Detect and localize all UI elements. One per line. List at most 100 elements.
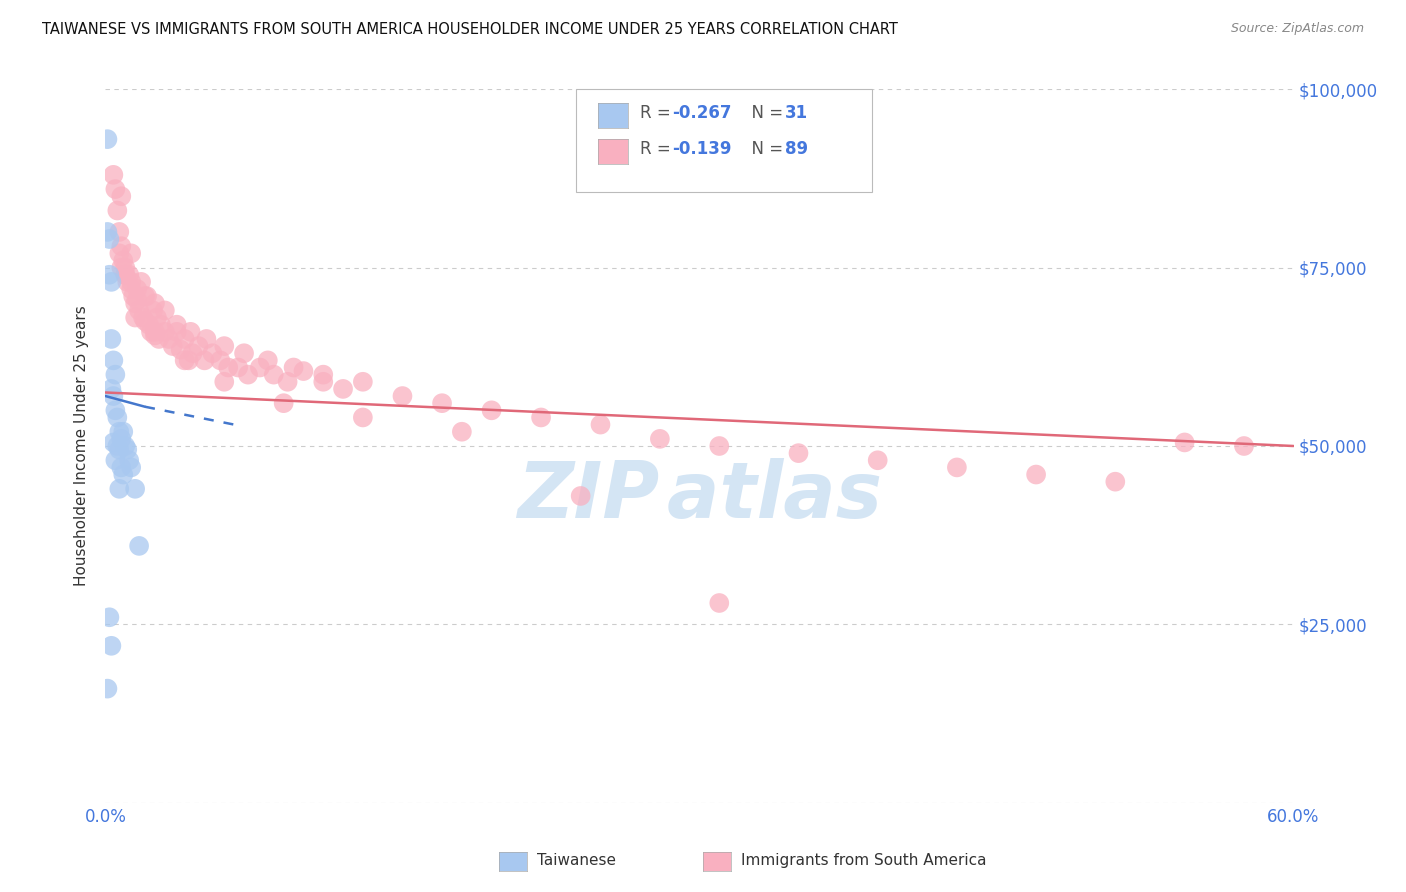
Point (142, 303, 165, 318)
Point (103, 389, 125, 403)
Point (648, 432, 671, 446)
Point (108, 425, 131, 439)
Point (157, 332, 180, 346)
Point (115, 275, 138, 289)
Point (332, 382, 354, 396)
Point (946, 460, 969, 475)
Point (166, 325, 188, 339)
Point (187, 339, 209, 353)
Point (195, 332, 218, 346)
Point (110, 460, 132, 475)
Text: Source: ZipAtlas.com: Source: ZipAtlas.com (1230, 22, 1364, 36)
Text: 89: 89 (785, 140, 807, 158)
Point (277, 375, 299, 389)
Point (787, 446, 810, 460)
Point (312, 375, 335, 389)
Point (312, 368, 335, 382)
Point (866, 453, 889, 467)
Point (148, 332, 170, 346)
Point (108, 482, 131, 496)
Point (100, 332, 122, 346)
Point (108, 442, 131, 457)
Point (134, 314, 156, 328)
Text: N =: N = (741, 104, 789, 122)
Point (450, 425, 472, 439)
Point (256, 353, 278, 368)
Point (120, 282, 142, 296)
Point (124, 482, 146, 496)
Point (124, 310, 146, 325)
Point (273, 396, 295, 410)
Point (110, 239, 132, 253)
Point (103, 353, 125, 368)
Point (104, 403, 127, 417)
Point (118, 268, 141, 282)
Point (263, 368, 285, 382)
Point (143, 296, 166, 310)
Point (162, 339, 184, 353)
Point (108, 225, 131, 239)
Point (104, 453, 127, 467)
Point (120, 460, 142, 475)
Point (173, 353, 195, 368)
Point (110, 260, 132, 275)
Point (120, 275, 142, 289)
Y-axis label: Householder Income Under 25 years: Householder Income Under 25 years (75, 306, 90, 586)
Point (143, 328, 166, 343)
Point (149, 318, 172, 332)
Point (110, 189, 132, 203)
Point (391, 389, 413, 403)
Point (114, 268, 136, 282)
Point (108, 246, 131, 260)
Point (283, 360, 305, 375)
Text: -0.267: -0.267 (672, 104, 731, 122)
Point (209, 353, 232, 368)
Point (589, 417, 612, 432)
Point (153, 303, 176, 318)
Point (115, 442, 138, 457)
Point (104, 368, 127, 382)
Point (569, 489, 592, 503)
Point (1174, 435, 1197, 450)
Point (709, 596, 731, 610)
Point (114, 268, 136, 282)
Point (352, 410, 374, 425)
Point (136, 289, 159, 303)
Point (105, 410, 128, 425)
Point (217, 360, 239, 375)
Point (105, 439, 128, 453)
Point (166, 318, 188, 332)
Point (127, 282, 149, 296)
Point (128, 303, 150, 318)
Point (114, 260, 136, 275)
Point (105, 203, 128, 218)
Point (103, 435, 125, 450)
Point (134, 289, 156, 303)
Point (709, 439, 731, 453)
Point (112, 467, 135, 482)
Point (352, 375, 374, 389)
Point (236, 368, 259, 382)
Point (146, 310, 169, 325)
Point (132, 310, 155, 325)
Point (127, 293, 149, 307)
Text: -0.139: -0.139 (672, 140, 731, 158)
Point (98, 232, 121, 246)
Point (129, 275, 152, 289)
Point (201, 346, 224, 360)
Point (128, 539, 150, 553)
Point (1025, 467, 1047, 482)
Point (193, 353, 215, 368)
Point (226, 360, 249, 375)
Text: Immigrants from South America: Immigrants from South America (741, 854, 987, 868)
Point (430, 396, 453, 410)
Point (1233, 439, 1256, 453)
Point (214, 339, 236, 353)
Text: R =: R = (640, 140, 676, 158)
Point (124, 296, 146, 310)
Point (170, 343, 193, 357)
Text: 31: 31 (785, 104, 807, 122)
Point (96, 132, 118, 146)
Point (120, 246, 142, 260)
Point (98, 268, 121, 282)
